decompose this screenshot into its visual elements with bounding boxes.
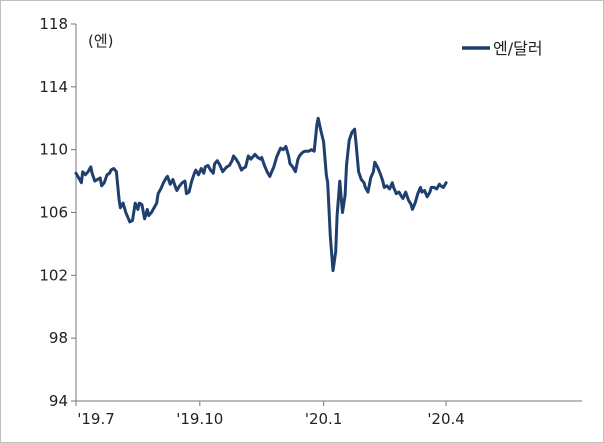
x-tick-label: '19.7 xyxy=(77,410,115,428)
series-line-yen-dollar xyxy=(74,116,448,273)
y-tick-label: 102 xyxy=(39,266,68,284)
y-tick-label: 114 xyxy=(39,78,68,96)
y-tick-label: 110 xyxy=(39,141,68,159)
x-tick-label: '19.10 xyxy=(176,410,223,428)
unit-label: (엔) xyxy=(88,32,114,50)
x-tick-group: '19.7 '19.10 '20.1 '20.4 xyxy=(75,401,465,428)
y-tick-label: 106 xyxy=(39,204,68,222)
y-tick-group: 118 114 110 106 102 98 94 xyxy=(39,15,76,410)
x-tick-label: '20.4 xyxy=(427,410,465,428)
y-tick-label: 118 xyxy=(39,15,68,33)
y-tick-label: 94 xyxy=(49,392,68,410)
y-tick-label: 98 xyxy=(49,329,68,347)
legend-label: 엔/달러 xyxy=(493,39,543,58)
legend: 엔/달러 xyxy=(462,39,543,58)
x-tick-label: '20.1 xyxy=(305,410,343,428)
